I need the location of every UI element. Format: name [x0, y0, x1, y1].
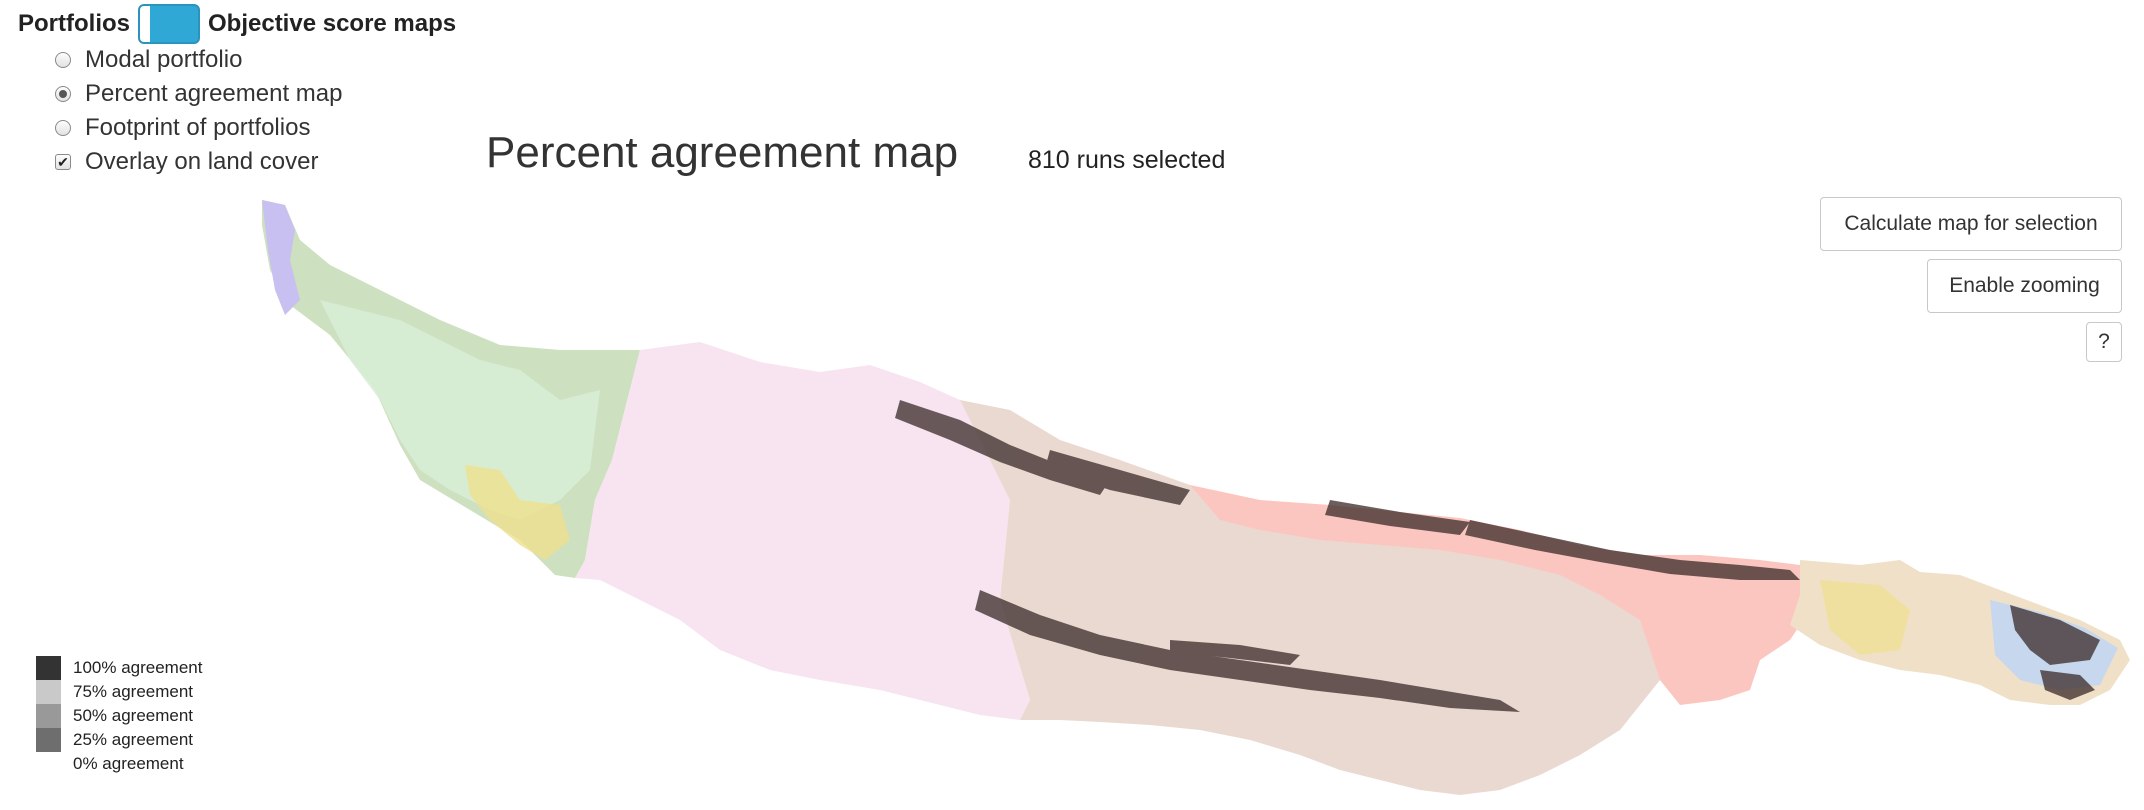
legend-label: 50% agreement — [73, 706, 194, 725]
legend-swatch — [36, 704, 61, 728]
page-title: Percent agreement map — [486, 128, 959, 177]
help-button[interactable]: ? — [2086, 322, 2122, 362]
agreement-legend: 100% agreement 75% agreement 50% agreeme… — [36, 656, 202, 776]
legend-item: 100% agreement — [36, 656, 202, 680]
legend-label: 25% agreement — [73, 730, 194, 749]
view-toggle-switch[interactable] — [138, 4, 200, 44]
agreement-cells — [895, 400, 2100, 712]
legend-swatch — [36, 752, 61, 776]
legend-swatch — [36, 728, 61, 752]
option-percent-agreement-map[interactable]: Percent agreement map — [55, 77, 342, 111]
option-modal-portfolio[interactable]: Modal portfolio — [55, 43, 342, 77]
legend-item: 75% agreement — [36, 680, 202, 704]
view-toggle: Portfolios Objective score maps — [18, 4, 456, 44]
map-region-purple — [262, 200, 300, 315]
option-label: Overlay on land cover — [85, 148, 319, 175]
option-label: Modal portfolio — [85, 46, 243, 73]
modal-portfolio-radio[interactable] — [55, 52, 71, 68]
percent-agreement-radio[interactable] — [55, 86, 71, 102]
toggle-knob — [140, 6, 150, 42]
option-label: Percent agreement map — [85, 80, 343, 107]
map-region-salmon — [1190, 485, 1810, 705]
footprint-radio[interactable] — [55, 120, 71, 136]
objective-score-maps-label[interactable]: Objective score maps — [208, 10, 457, 37]
map-region-east-yellow — [1820, 580, 1910, 655]
legend-label: 100% agreement — [73, 658, 203, 677]
map-region-pink — [575, 342, 1030, 720]
legend-item: 50% agreement — [36, 704, 202, 728]
map-options: Modal portfolio Percent agreement map Fo… — [55, 43, 342, 179]
legend-item: 25% agreement — [36, 728, 202, 752]
map-region-yellow — [465, 465, 570, 560]
overlay-checkbox[interactable]: ✔ — [55, 154, 71, 170]
runs-selected-count: 810 runs selected — [1028, 146, 1226, 174]
option-label: Footprint of portfolios — [85, 114, 311, 141]
legend-swatch — [36, 680, 61, 704]
option-overlay-land-cover[interactable]: ✔ Overlay on land cover — [55, 145, 342, 179]
option-footprint-of-portfolios[interactable]: Footprint of portfolios — [55, 111, 342, 145]
portfolios-label[interactable]: Portfolios — [18, 10, 130, 37]
legend-label: 0% agreement — [73, 754, 184, 773]
legend-item: 0% agreement — [36, 752, 202, 776]
calculate-map-button[interactable]: Calculate map for selection — [1820, 197, 2122, 251]
map-region-tan — [960, 400, 1660, 795]
map-region-lightgreen — [320, 300, 600, 520]
enable-zooming-button[interactable]: Enable zooming — [1927, 259, 2122, 313]
legend-label: 75% agreement — [73, 682, 194, 701]
legend-swatch — [36, 656, 61, 680]
